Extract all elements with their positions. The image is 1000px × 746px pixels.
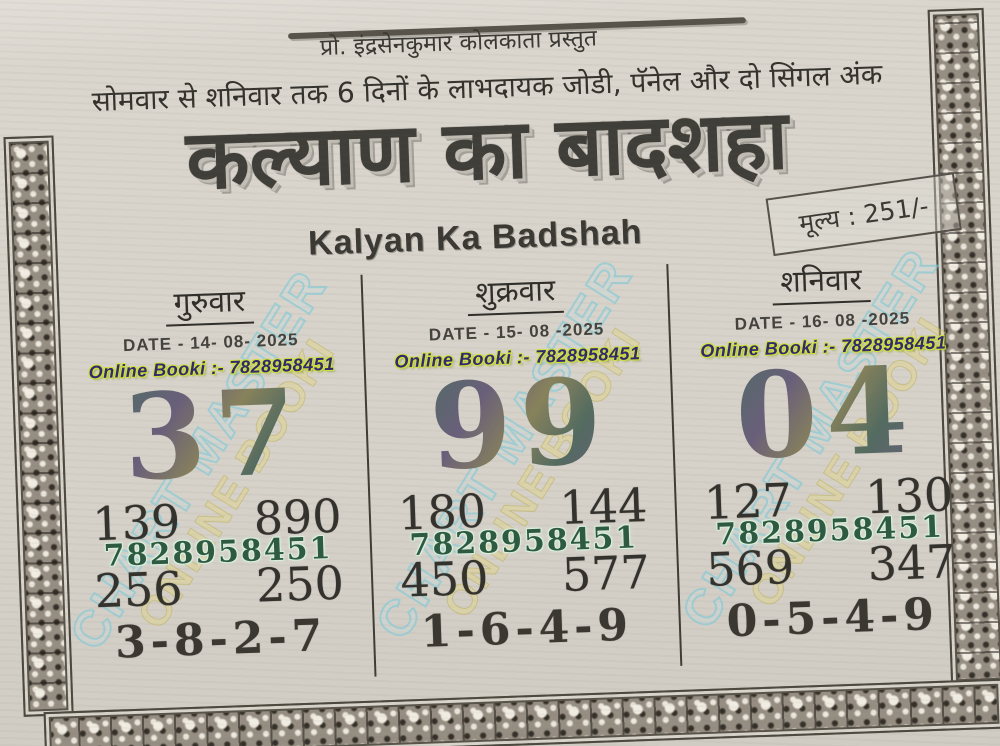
- price-badge: मूल्य : 251/-: [765, 172, 962, 257]
- panel-row-bottom: 569 347: [705, 534, 957, 598]
- panel-row-bottom: 256 250: [93, 555, 345, 619]
- date-label: DATE - 14- 08- 2025: [122, 330, 299, 356]
- columns-board: CHART MASTER ONLINE BOOKI गुरुवार DATE -…: [57, 237, 986, 687]
- day-header: शुक्रवार: [466, 267, 565, 317]
- panel-number: 347: [866, 534, 957, 592]
- day-header: गुरुवार: [164, 278, 254, 327]
- panel-number: 450: [399, 550, 490, 608]
- column-friday: CHART MASTER ONLINE BOOKI शुक्रवार DATE …: [360, 248, 683, 677]
- date-label: DATE - 15- 08 -2025: [428, 319, 605, 345]
- jodi-number: 99: [427, 351, 613, 497]
- column-content: गुरुवार DATE - 14- 08- 2025 Online Booki…: [57, 275, 374, 671]
- day-header: शनिवार: [771, 257, 871, 306]
- panel-number: 256: [93, 561, 184, 619]
- column-content: शनिवार DATE - 16- 08 -2025 Online Booki …: [668, 253, 985, 649]
- single-ank-line: 1-6-4-9: [420, 599, 634, 659]
- panel-number: 569: [705, 540, 796, 598]
- single-ank-line: 3-8-2-7: [114, 610, 329, 669]
- panel-number: 577: [560, 545, 651, 603]
- column-saturday: CHART MASTER ONLINE BOOKI शनिवार DATE - …: [668, 237, 986, 665]
- column-content: शुक्रवार DATE - 15- 08 -2025 Online Book…: [362, 264, 679, 660]
- panel-row-bottom: 450 577: [399, 545, 651, 608]
- main-title-english: Kalyan Ka Badshah: [307, 212, 644, 263]
- single-ank-line: 0-5-4-9: [725, 589, 940, 648]
- panel-number: 250: [255, 555, 345, 613]
- jodi-number: 37: [121, 361, 307, 508]
- column-thursday: CHART MASTER ONLINE BOOKI गुरुवार DATE -…: [57, 259, 375, 687]
- jodi-number: 04: [733, 340, 919, 486]
- ornate-border-bottom: [43, 678, 1000, 746]
- date-label: DATE - 16- 08 -2025: [734, 308, 911, 334]
